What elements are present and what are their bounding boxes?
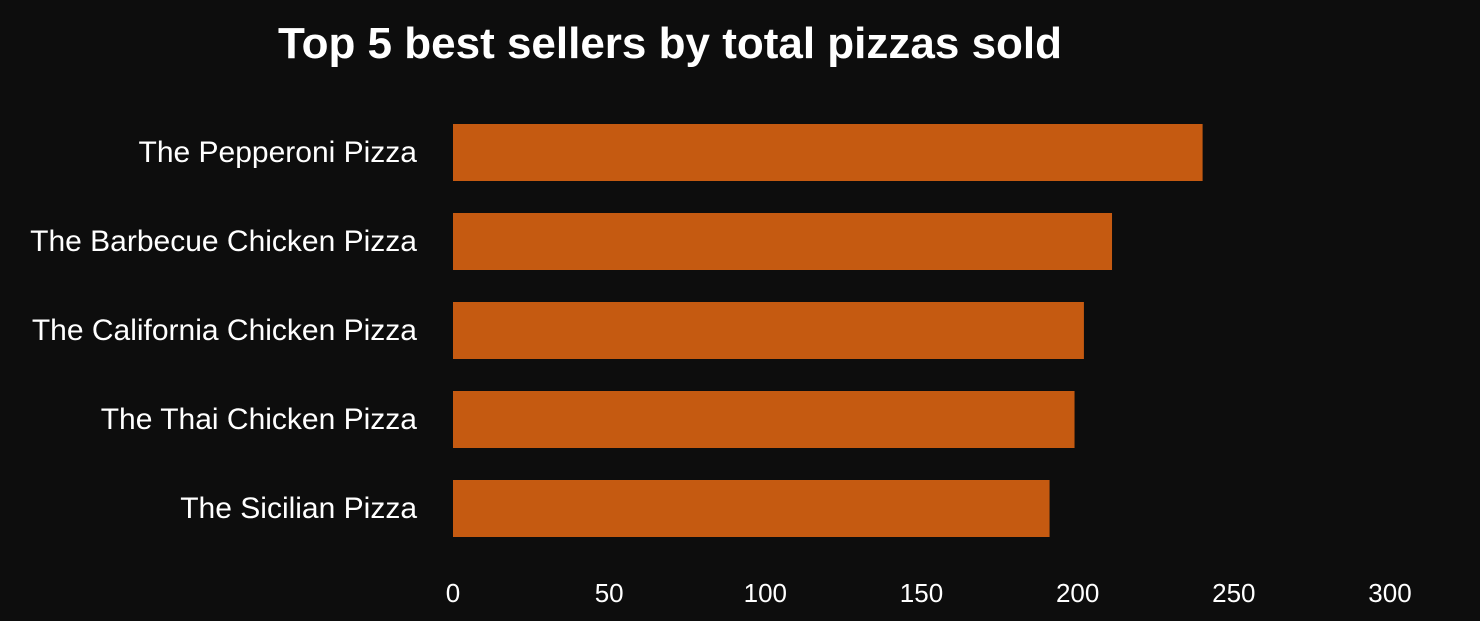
category-label: The Barbecue Chicken Pizza — [30, 225, 417, 258]
x-tick-label: 200 — [1056, 578, 1099, 608]
chart-title: Top 5 best sellers by total pizzas sold — [277, 19, 1063, 68]
x-tick-label: 100 — [744, 578, 787, 608]
bars-group — [453, 124, 1203, 537]
bar-2 — [453, 213, 1113, 270]
bar-5 — [453, 480, 1050, 537]
x-tick-labels-group: 0 50 100 150 200 250 300 — [446, 578, 1412, 608]
bar-1 — [453, 124, 1203, 181]
category-label: The Pepperoni Pizza — [139, 136, 418, 169]
category-label: The California Chicken Pizza — [32, 314, 417, 347]
category-label: The Thai Chicken Pizza — [101, 403, 418, 436]
bar-4 — [453, 391, 1075, 448]
x-tick-label: 250 — [1212, 578, 1255, 608]
x-tick-label: 0 — [446, 578, 460, 608]
bar-3 — [453, 302, 1084, 359]
x-tick-label: 300 — [1368, 578, 1411, 608]
x-tick-label: 50 — [595, 578, 624, 608]
category-label: The Sicilian Pizza — [180, 492, 417, 525]
x-tick-label: 150 — [900, 578, 943, 608]
category-labels-group: The Pepperoni Pizza The Barbecue Chicken … — [30, 136, 417, 525]
